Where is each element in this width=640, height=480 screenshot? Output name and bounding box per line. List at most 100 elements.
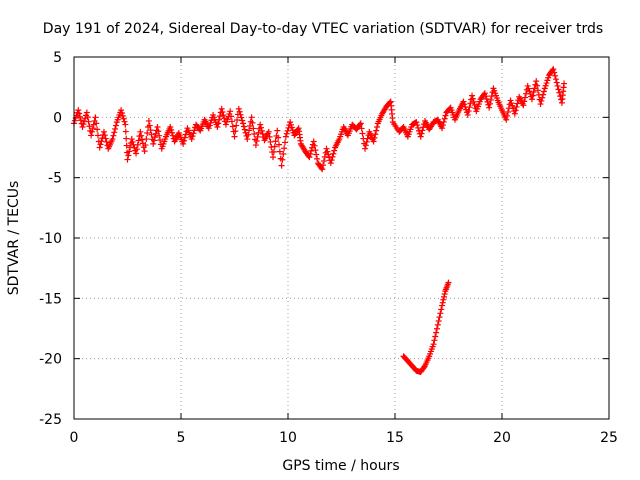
data-point-main — [469, 92, 476, 99]
data-point-main — [278, 162, 285, 169]
data-point-main — [94, 132, 101, 139]
tick-layer: 0 5 10 15 20 25 5 0 -5 -10 -15 -20 -25 — [39, 50, 618, 446]
data-point-main — [133, 146, 140, 153]
data-point-main — [157, 137, 164, 144]
data-point-main — [232, 128, 239, 135]
data-point-drop — [438, 306, 445, 313]
data-point-main — [120, 115, 127, 122]
data-point-main — [279, 156, 286, 163]
data-point-main — [363, 138, 370, 145]
data-point-drop — [430, 341, 437, 348]
data-point-main — [307, 151, 314, 158]
data-point-main — [144, 130, 151, 137]
x-tick-label: 20 — [493, 430, 511, 446]
data-point-main — [465, 108, 472, 115]
data-point-main — [537, 101, 544, 108]
data-point-main — [235, 105, 242, 112]
data-point-main — [241, 126, 248, 133]
data-point-main — [110, 132, 117, 139]
data-point-main — [508, 100, 515, 107]
data-point-main — [240, 123, 247, 130]
data-point-main — [362, 145, 369, 152]
data-point-main — [122, 128, 129, 135]
data-point-main — [359, 130, 366, 137]
data-point-main — [135, 137, 142, 144]
data-point-drop — [441, 293, 448, 300]
data-point-main — [129, 138, 136, 145]
data-point-main — [145, 117, 152, 124]
y-tick-label: 0 — [53, 110, 62, 126]
data-point-main — [94, 126, 101, 133]
data-point-main — [504, 112, 511, 119]
data-point-drop — [434, 321, 441, 328]
data-point-main — [71, 117, 78, 124]
data-point-main — [386, 99, 393, 106]
data-point-main — [464, 111, 471, 118]
data-point-main — [223, 118, 230, 125]
x-tick-label: 25 — [600, 430, 618, 446]
data-point-main — [266, 133, 273, 140]
data-point-main — [331, 147, 338, 154]
data-point-main — [257, 121, 264, 128]
data-point-main — [265, 128, 272, 135]
data-point-main — [146, 122, 153, 129]
data-point-main — [287, 119, 294, 126]
data-point-main — [220, 112, 227, 119]
data-point-main — [218, 105, 225, 112]
data-point-main — [190, 130, 197, 137]
data-point-main — [483, 95, 490, 102]
data-point-main — [88, 128, 95, 135]
data-point-main — [540, 88, 547, 95]
data-point-main — [151, 134, 158, 141]
data-point-main — [330, 150, 337, 157]
data-point-main — [168, 126, 175, 133]
data-point-main — [323, 145, 330, 152]
data-point-main — [219, 109, 226, 116]
data-point-main — [227, 108, 234, 115]
data-point-main — [214, 123, 221, 130]
data-point-drop — [432, 333, 439, 340]
data-point-main — [370, 138, 377, 145]
data-point-main — [512, 107, 519, 114]
x-axis-label: GPS time / hours — [282, 458, 399, 474]
data-point-main — [151, 137, 158, 144]
data-point-main — [86, 123, 93, 130]
data-point-main — [169, 129, 176, 136]
data-point-main — [77, 117, 84, 124]
data-point-main — [329, 153, 336, 160]
data-point-main — [84, 114, 91, 121]
x-tick-label: 10 — [279, 430, 297, 446]
data-point-drop — [435, 318, 442, 325]
data-point-main — [216, 113, 223, 120]
data-point-main — [439, 125, 446, 132]
data-point-main — [287, 121, 294, 128]
data-point-main — [248, 114, 255, 121]
data-point-main — [440, 118, 447, 125]
data-point-main — [88, 132, 95, 139]
data-point-main — [85, 118, 92, 125]
data-point-main — [270, 154, 277, 161]
data-point-main — [529, 92, 536, 99]
data-point-main — [275, 134, 282, 141]
data-point-main — [320, 158, 327, 165]
data-point-main — [327, 160, 334, 167]
data-point-main — [123, 142, 130, 149]
data-point-main — [126, 148, 133, 155]
data-point-main — [552, 76, 559, 83]
data-point-main — [283, 130, 290, 137]
data-point-main — [137, 128, 144, 135]
data-point-main — [289, 127, 296, 134]
data-point-main — [372, 131, 379, 138]
data-point-main — [541, 85, 548, 92]
data-point-main — [282, 133, 289, 140]
data-point-main — [528, 96, 535, 103]
data-point-main — [556, 89, 563, 96]
data-point-main — [258, 124, 265, 131]
data-point-main — [357, 120, 364, 127]
data-point-main — [507, 97, 514, 104]
data-point-main — [147, 127, 154, 134]
data-point-main — [272, 138, 279, 145]
data-point-main — [373, 127, 380, 134]
data-point-main — [319, 166, 326, 173]
